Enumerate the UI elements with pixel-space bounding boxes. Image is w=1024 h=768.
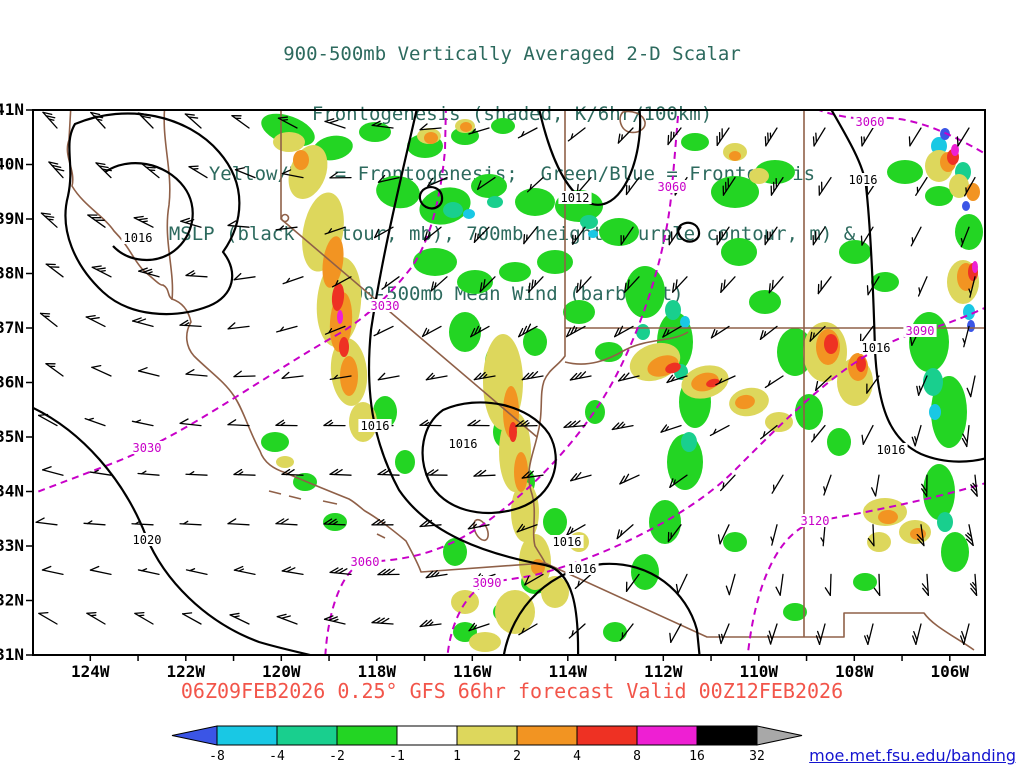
colorbar-value: 2 (513, 749, 521, 764)
colorbar-value: 4 (573, 749, 581, 764)
svg-text:38N: 38N (0, 264, 24, 283)
colorbar-segment (336, 725, 398, 746)
svg-text:110W: 110W (740, 662, 779, 681)
svg-text:120W: 120W (262, 662, 301, 681)
svg-text:3060: 3060 (856, 115, 885, 129)
colorbar-segment (276, 725, 338, 746)
colorbar-legend: -8 -4 -2 -1 1 2 4 8 16 32 (171, 725, 803, 764)
svg-text:118W: 118W (358, 662, 397, 681)
svg-text:1020: 1020 (133, 533, 162, 547)
svg-text:36N: 36N (0, 373, 24, 392)
svg-text:1016: 1016 (877, 443, 906, 457)
svg-text:39N: 39N (0, 209, 24, 228)
svg-text:41N: 41N (0, 100, 24, 119)
colorbar-left-arrow (171, 725, 218, 746)
svg-text:1016: 1016 (361, 419, 390, 433)
colorbar-segment (516, 725, 578, 746)
colorbar-value: 1 (453, 749, 461, 764)
contour-labels: 3060 3060 3030 3030 3060 3090 3090 3120 1016 1012… (121, 115, 937, 590)
colorbar-value: -8 (209, 749, 225, 764)
colorbar-segment (396, 725, 458, 746)
colorbar-segment (576, 725, 638, 746)
svg-text:3030: 3030 (133, 441, 162, 455)
svg-text:1016: 1016 (449, 437, 478, 451)
colorbar-segment (696, 725, 758, 746)
svg-text:1016: 1016 (849, 173, 878, 187)
svg-text:32N: 32N (0, 591, 24, 610)
svg-text:122W: 122W (167, 662, 206, 681)
svg-text:33N: 33N (0, 536, 24, 555)
svg-text:3090: 3090 (473, 576, 502, 590)
svg-text:3060: 3060 (658, 180, 687, 194)
svg-text:108W: 108W (835, 662, 874, 681)
lon-axis-labels: 124W 122W 120W 118W 116W 114W 112W 110W 108W 106W (71, 662, 969, 681)
svg-text:3120: 3120 (801, 514, 830, 528)
svg-text:1016: 1016 (862, 341, 891, 355)
svg-text:3090: 3090 (906, 324, 935, 338)
svg-text:34N: 34N (0, 482, 24, 501)
lat-axis-labels: 41N 40N 39N 38N 37N 36N 35N 34N 33N 32N 31N (0, 100, 24, 664)
svg-text:1016: 1016 (124, 231, 153, 245)
colorbar-value: 32 (749, 749, 765, 764)
svg-text:1012: 1012 (561, 191, 590, 205)
svg-text:3060: 3060 (351, 555, 380, 569)
colorbar-value: 8 (633, 749, 641, 764)
svg-text:1016: 1016 (553, 535, 582, 549)
title-line-5: 900-500mb Mean Wind (barb, kt) (340, 283, 684, 305)
svg-text:106W: 106W (931, 662, 970, 681)
svg-text:31N: 31N (0, 645, 24, 664)
colorbar-value: 16 (689, 749, 705, 764)
colorbar-segment (216, 725, 278, 746)
svg-text:35N: 35N (0, 427, 24, 446)
map-plot-area: 3060 3060 3030 3030 3060 3090 3090 3120 1016 1012… (33, 110, 985, 655)
colorbar-value: -2 (329, 749, 345, 764)
svg-text:124W: 124W (71, 662, 110, 681)
svg-text:112W: 112W (644, 662, 683, 681)
forecast-caption: 06Z09FEB2026 0.25° GFS 66hr forecast Val… (180, 679, 844, 703)
credit-link-container: moe.met.fsu.edu/banding (809, 746, 1016, 765)
colorbar-value: -1 (389, 749, 405, 764)
colorbar-right-arrow (756, 725, 803, 746)
title-line-1: 900-500mb Vertically Averaged 2-D Scalar (283, 43, 741, 65)
wind-barbs (35, 111, 978, 646)
svg-text:40N: 40N (0, 155, 24, 174)
axis-ticks (26, 109, 951, 661)
svg-text:3030: 3030 (371, 299, 400, 313)
colorbar-segment (456, 725, 518, 746)
colorbar-segment (636, 725, 698, 746)
svg-text:116W: 116W (453, 662, 492, 681)
svg-text:1016: 1016 (568, 562, 597, 576)
colorbar-value: -4 (269, 749, 285, 764)
credit-link[interactable]: moe.met.fsu.edu/banding (809, 746, 1016, 765)
svg-text:37N: 37N (0, 318, 24, 337)
svg-text:114W: 114W (549, 662, 588, 681)
